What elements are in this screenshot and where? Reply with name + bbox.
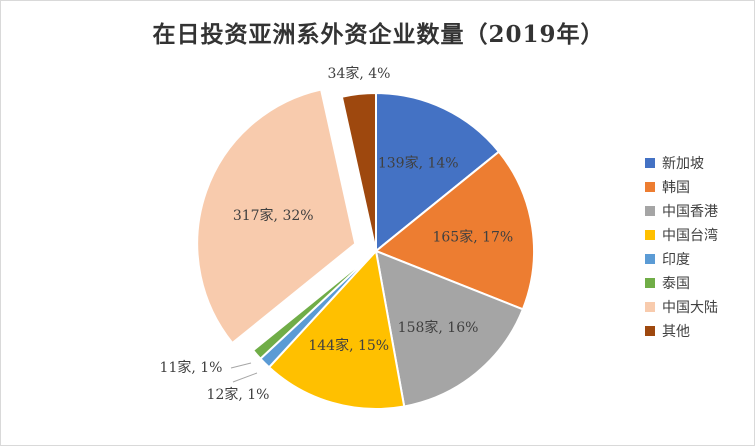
legend-swatch — [645, 182, 655, 192]
pie-slice — [251, 250, 377, 361]
legend-item: 其他 — [645, 319, 745, 343]
legend-label: 中国大陆 — [662, 300, 718, 316]
leader-line — [230, 362, 252, 369]
legend-label: 韩国 — [662, 180, 690, 196]
legend-item: 中国大陆 — [645, 295, 745, 319]
leader-line — [232, 372, 258, 383]
slice-data-label: 11家, 1% — [160, 359, 223, 376]
legend-label: 其他 — [662, 324, 690, 340]
slice-data-label: 139家, 14% — [378, 155, 459, 172]
legend-swatch — [645, 278, 655, 288]
legend-label: 中国台湾 — [662, 228, 718, 244]
pie-slice — [374, 249, 525, 408]
pie-slice — [196, 88, 357, 345]
chart-title: 在日投资亚洲系外资企业数量（2019年） — [152, 21, 605, 48]
legend-item: 印度 — [645, 247, 745, 271]
pie-slice — [374, 150, 535, 311]
legend-item: 新加坡 — [645, 151, 745, 175]
legend-item: 泰国 — [645, 271, 745, 295]
legend-swatch — [645, 254, 655, 264]
slice-data-label: 144家, 15% — [308, 337, 389, 354]
legend-label: 新加坡 — [662, 156, 704, 172]
legend-item: 韩国 — [645, 175, 745, 199]
legend-label: 泰国 — [662, 276, 690, 292]
pie-slice — [267, 248, 406, 410]
legend-swatch — [645, 302, 655, 312]
legend-swatch — [645, 158, 655, 168]
legend-item: 中国台湾 — [645, 223, 745, 247]
slice-data-label: 12家, 1% — [207, 386, 270, 403]
pie-slice — [340, 91, 377, 252]
slice-data-label: 317家, 32% — [233, 207, 314, 224]
legend-label: 印度 — [662, 252, 690, 268]
slice-data-label: 158家, 16% — [398, 319, 479, 336]
legend-swatch — [645, 230, 655, 240]
legend-label: 中国香港 — [662, 204, 718, 220]
slice-data-label: 165家, 17% — [432, 228, 513, 245]
legend-item: 中国香港 — [645, 199, 745, 223]
pie-slice — [375, 91, 501, 254]
legend: 新加坡韩国中国香港中国台湾印度泰国中国大陆其他 — [645, 151, 745, 377]
legend-swatch — [645, 326, 655, 336]
legend-swatch — [645, 206, 655, 216]
slice-data-label: 34家, 4% — [328, 65, 391, 82]
